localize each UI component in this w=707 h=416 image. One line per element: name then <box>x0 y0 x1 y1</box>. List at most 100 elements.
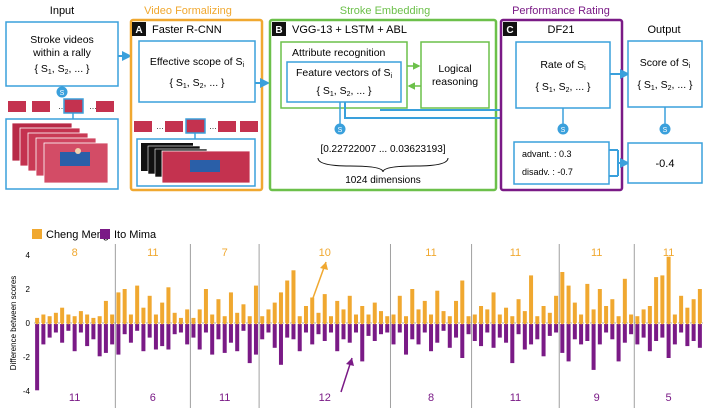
ito-mima-bar <box>435 324 440 343</box>
output-title: Output <box>647 24 680 36</box>
highlight-arrowhead-up <box>320 262 328 270</box>
ito-mima-bar <box>641 324 646 338</box>
group-top-label: 11 <box>510 247 521 259</box>
ito-mima-bar <box>416 324 421 345</box>
baseline-dot <box>417 321 420 325</box>
baseline-dot <box>117 321 120 325</box>
performance-rating-title: Performance Rating <box>512 5 610 17</box>
baseline-dot <box>179 321 183 325</box>
ito-mima-bar <box>516 324 521 335</box>
ito-mima-bar <box>510 324 515 364</box>
baseline-dot <box>79 321 83 325</box>
legend-swatch-0 <box>32 229 42 239</box>
cheng-meng-bar <box>260 316 265 323</box>
baseline-dot <box>573 321 577 325</box>
baseline-dot <box>66 321 70 325</box>
ito-mima-bar <box>566 324 571 362</box>
ito-mima-bar <box>360 324 365 362</box>
cheng-meng-bar <box>347 295 352 323</box>
cheng-meng-bar <box>497 314 502 323</box>
ito-mima-bar <box>372 324 377 341</box>
ito-mima-bar <box>341 324 346 340</box>
ito-mima-bar <box>260 324 265 340</box>
ito-mima-bar <box>297 324 302 352</box>
cheng-meng-bar <box>328 316 333 323</box>
baseline-dot <box>448 321 452 325</box>
ito-mima-bar <box>166 324 171 350</box>
result-value: -0.4 <box>656 158 675 170</box>
ito-mima-bar <box>554 324 559 333</box>
feature-vectors-label: Feature vectors of Si <box>296 67 393 80</box>
ito-mima-bar <box>610 324 615 340</box>
group-bottom-label: 6 <box>150 392 156 404</box>
ito-mima-bar <box>66 324 71 331</box>
cheng-meng-bar <box>203 289 208 323</box>
cheng-meng-bar <box>241 304 246 323</box>
feature-vectors-box <box>286 61 402 103</box>
ito-mima-bar <box>497 324 502 338</box>
baseline-dot <box>198 321 202 325</box>
cheng-meng-bar <box>572 302 577 323</box>
cheng-meng-bar <box>641 309 646 323</box>
svg-text:A: A <box>135 25 142 36</box>
ito-mima-bar <box>335 324 340 352</box>
ito-mima-bar <box>135 324 140 331</box>
baseline-dot <box>298 321 302 325</box>
formalized-thumbnail-strip: … … <box>134 118 258 134</box>
baseline-dot <box>698 321 702 325</box>
ito-mima-bar <box>153 324 158 350</box>
cheng-meng-bar <box>235 312 240 323</box>
badge-b <box>272 22 286 36</box>
ito-mima-bar <box>35 324 40 391</box>
ito-mima-bar <box>479 324 484 347</box>
svg-text:B: B <box>275 25 282 36</box>
cheng-meng-bar <box>366 314 371 323</box>
ito-mima-bar <box>660 324 665 338</box>
baseline-dot <box>154 321 158 325</box>
ito-mima-bar <box>197 324 202 350</box>
ito-mima-bar <box>110 324 115 345</box>
cheng-meng-bar <box>610 299 615 323</box>
cheng-meng-bar <box>35 317 40 323</box>
ito-mima-bar <box>597 324 602 345</box>
cheng-meng-bar <box>647 306 652 323</box>
logical-reasoning-line1: Logical <box>438 63 471 75</box>
cheng-meng-bar <box>616 316 621 323</box>
feature-vectors-set: { S1, S2, ... } <box>316 85 372 98</box>
ito-mima-bar <box>60 324 65 343</box>
cheng-meng-bar <box>416 309 421 323</box>
baseline-dot <box>210 321 214 325</box>
baseline-dot <box>98 321 102 325</box>
ito-mima-bar <box>560 324 565 353</box>
legend-label-0: Cheng Meng <box>46 229 109 241</box>
baseline-dot <box>685 321 689 325</box>
baseline-dot <box>235 321 239 325</box>
baseline-dot <box>648 321 652 325</box>
baseline-dot <box>604 321 608 325</box>
baseline-dot <box>473 321 477 325</box>
cheng-meng-bar <box>310 297 315 323</box>
svg-text:S: S <box>561 127 566 134</box>
cheng-meng-bar <box>172 312 177 323</box>
group-top-label: 11 <box>591 247 602 259</box>
ito-mima-bar <box>285 324 290 338</box>
ito-mima-bar <box>291 324 296 340</box>
highlight-arrowhead-down <box>346 358 354 366</box>
ito-mima-bar <box>310 324 315 345</box>
ito-mima-bar <box>222 324 227 353</box>
baseline-dot <box>267 321 270 325</box>
cheng-meng-bar <box>47 316 52 323</box>
baseline-dot <box>160 321 164 325</box>
advantage-box <box>513 141 610 185</box>
rate-box <box>515 41 611 109</box>
cheng-meng-bar <box>122 289 127 323</box>
ito-mima-bar <box>72 324 77 352</box>
ito-mima-bar <box>529 324 534 345</box>
cheng-meng-bar <box>547 312 552 323</box>
ito-mima-bar <box>379 324 384 335</box>
baseline-dot <box>404 321 408 325</box>
dimension-brace <box>317 157 449 173</box>
baseline-dot <box>242 321 245 325</box>
logical-reasoning-box <box>420 41 490 109</box>
output-s-badge <box>659 123 671 135</box>
